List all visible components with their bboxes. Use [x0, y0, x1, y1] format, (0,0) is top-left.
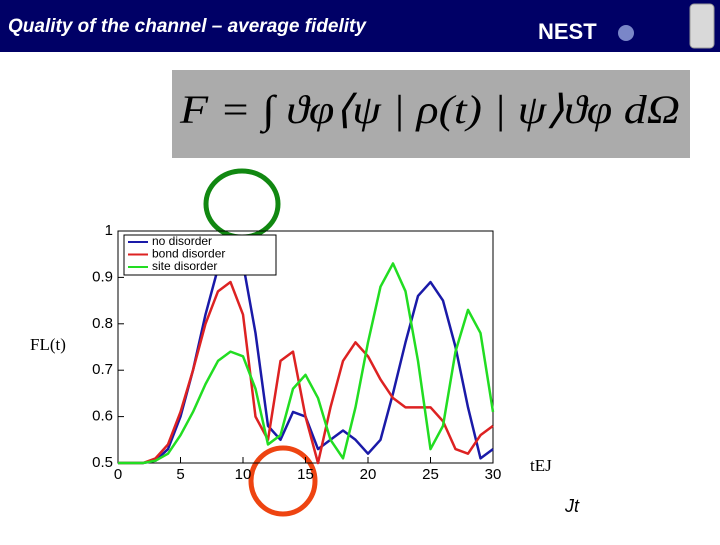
y-tick-label: 0.5: [92, 454, 113, 471]
slide-title: Quality of the channel – average fidelit…: [8, 16, 367, 37]
logo: NEST: [538, 19, 597, 44]
annotation: Jt: [564, 496, 580, 516]
y-tick-label: 0.6: [92, 408, 113, 425]
x-tick-label: 5: [176, 466, 184, 483]
series-line: [118, 280, 494, 465]
x-tick-label: 0: [114, 466, 122, 483]
highlight-circle: [203, 168, 281, 240]
y-tick-label: 0.7: [92, 361, 113, 378]
x-tick-label: 15: [297, 466, 314, 483]
x-axis-label: tEJ: [530, 456, 552, 475]
legend-label: no disorder: [152, 234, 212, 248]
formula: F = ∫ ϑφ⟨ψ | ρ(t) | ψ⟩ϑφ dΩ: [179, 87, 680, 134]
x-tick-label: 25: [422, 466, 439, 483]
crest: [689, 3, 715, 49]
x-tick-label: 30: [485, 466, 502, 483]
formula-box: [172, 70, 690, 158]
x-tick-label: 10: [235, 466, 252, 483]
y-tick-label: 0.8: [92, 315, 113, 332]
y-tick-label: 0.9: [92, 268, 113, 285]
logo-globe: [618, 25, 634, 41]
legend-label: bond disorder: [152, 247, 225, 261]
y-axis-label: FL(t): [30, 335, 66, 354]
series-line: [118, 262, 495, 465]
legend-label: site disorder: [152, 259, 217, 273]
highlight-circle: [248, 445, 318, 517]
legend-box: [123, 234, 277, 276]
x-tick-label: 20: [360, 466, 377, 483]
y-tick-label: 1: [105, 222, 113, 239]
